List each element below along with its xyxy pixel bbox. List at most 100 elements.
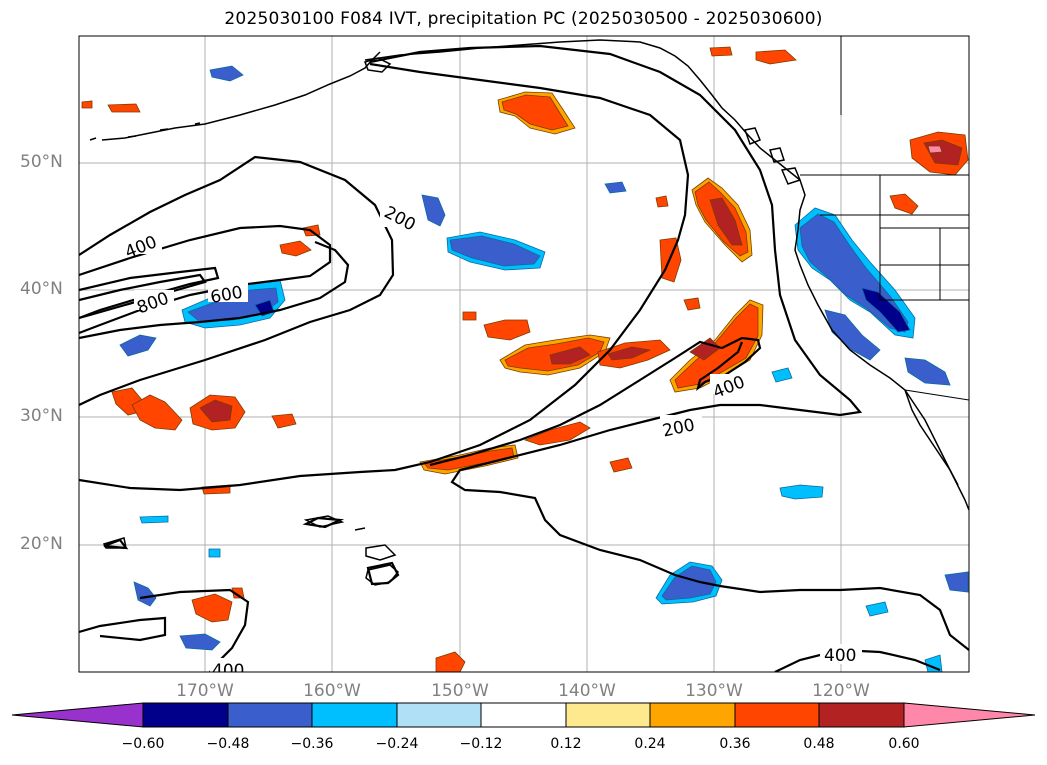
ivt-contour-400-sw	[79, 616, 167, 642]
colorbar-tick-label: 0.60	[888, 736, 920, 752]
ivt-contour-400-center	[429, 336, 762, 467]
precip-area	[609, 457, 633, 473]
colorbar-tick-label: 0.24	[634, 736, 666, 752]
colorbar-bin	[649, 702, 736, 728]
colorbar-tick-label: 0.48	[803, 736, 835, 752]
coastlines	[89, 39, 969, 586]
lon-tick-label: 130°W	[685, 681, 743, 701]
lon-tick-label: 160°W	[303, 681, 361, 701]
precip-area	[865, 601, 889, 617]
contour-label: 400	[824, 646, 856, 666]
precip-area	[208, 548, 221, 558]
lon-tick-label: 120°W	[812, 681, 870, 701]
ivt-contour-600	[79, 266, 220, 320]
country-borders	[800, 36, 969, 401]
precip-area	[271, 413, 297, 429]
precip-area	[107, 103, 141, 113]
alaska-gulf-coast	[364, 39, 801, 181]
kodiak-island	[364, 57, 392, 73]
alaska-peninsula-coast	[101, 51, 381, 141]
state-border	[820, 175, 969, 301]
precip-area	[683, 297, 701, 311]
precip-area	[861, 287, 911, 333]
precip-area	[435, 651, 466, 672]
precip-area	[81, 100, 93, 109]
precip-area	[889, 193, 919, 215]
precip-area	[449, 235, 541, 267]
precip-area	[927, 145, 943, 154]
lon-tick-label: 150°W	[431, 681, 489, 701]
colorbar	[11, 702, 1036, 728]
precip-area	[421, 194, 446, 227]
ivt-contour-hawaii	[103, 516, 400, 586]
colorbar-tick-label: −0.36	[290, 736, 334, 752]
colorbar-bin	[565, 702, 651, 728]
precip-area	[771, 367, 793, 383]
ivt-contour-800	[79, 273, 207, 320]
ivt-contours	[79, 44, 969, 672]
precip-area	[191, 593, 233, 623]
colorbar-tick-label: −0.24	[375, 736, 419, 752]
map-title: 2025030100 F084 IVT, precipitation PC (2…	[224, 9, 823, 29]
precip-area	[607, 346, 652, 361]
colorbar-bin	[396, 702, 482, 728]
precip-area	[655, 195, 669, 208]
colorbar-bin	[142, 702, 229, 728]
precip-area	[523, 421, 591, 446]
precip-area	[462, 311, 477, 321]
precip-area	[661, 565, 717, 601]
lon-tick-label: 170°W	[176, 681, 234, 701]
colorbar-tick-label: −0.12	[459, 736, 503, 752]
lat-tick-label: 30°N	[20, 406, 63, 426]
colorbar-bin	[818, 702, 905, 728]
precip-area	[709, 197, 743, 246]
precip-area	[604, 181, 627, 194]
us-mexico-border	[904, 389, 969, 401]
colorbar-extend-low	[11, 702, 144, 728]
precip-area	[131, 394, 183, 431]
colorbar-extend-high	[903, 702, 1036, 728]
lat-tick-label: 20°N	[20, 534, 63, 554]
precip-area	[483, 319, 531, 341]
precip-area	[199, 399, 233, 423]
precip-area	[709, 46, 733, 57]
precip-area	[824, 309, 881, 361]
precip-area	[179, 633, 221, 651]
colorbar-bin	[227, 702, 313, 728]
hawaiian-islands	[102, 515, 400, 586]
precip-area	[755, 49, 797, 65]
contour-label: 400	[212, 661, 244, 681]
colorbar-tick-label: −0.48	[206, 736, 250, 752]
us-west-coast	[794, 179, 969, 511]
lat-tick-label: 50°N	[20, 152, 63, 172]
precip-area	[501, 94, 569, 131]
baja-peninsula	[904, 389, 959, 486]
precip-area	[231, 587, 245, 599]
precip-area	[139, 515, 169, 524]
colorbar-tick-label: 0.36	[719, 736, 751, 752]
colorbar-bin	[311, 702, 398, 728]
precip-area	[209, 65, 244, 82]
ivt-contour-400-west-inner	[79, 240, 350, 340]
bc-islands	[744, 127, 802, 185]
lon-tick-label: 140°W	[558, 681, 616, 701]
colorbar-tick-label: −0.60	[121, 736, 165, 752]
map-frame	[78, 35, 970, 673]
precipitation-shading	[81, 46, 969, 672]
aleutian-islands	[89, 122, 201, 141]
precip-area	[779, 484, 824, 500]
precip-area	[924, 654, 943, 672]
ivt-contour-200-outer	[79, 62, 690, 492]
lat-tick-label: 40°N	[20, 279, 63, 299]
ivt-contour-200-north	[79, 155, 395, 406]
contour-labels: 200 400 600 800 200 400 400 400	[122, 203, 862, 681]
precip-area	[904, 357, 951, 386]
precip-area	[944, 571, 969, 593]
colorbar-bin	[480, 702, 567, 728]
colorbar-bin	[734, 702, 820, 728]
precip-area	[549, 346, 591, 365]
colorbar-tick-label: 0.12	[550, 736, 582, 752]
precip-area	[133, 581, 157, 607]
precip-area	[279, 240, 312, 257]
